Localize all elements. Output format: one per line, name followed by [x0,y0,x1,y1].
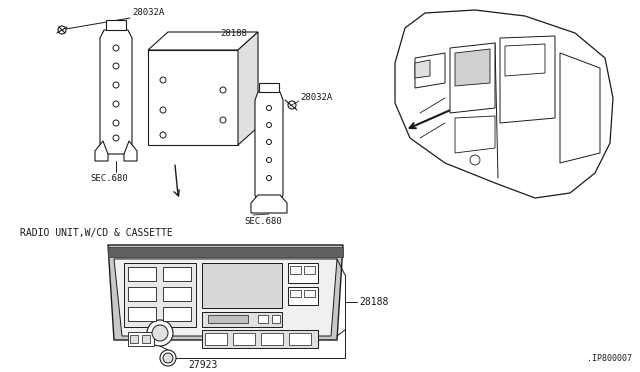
Bar [289,333,311,345]
Circle shape [160,350,176,366]
Polygon shape [148,32,258,50]
Polygon shape [148,50,238,145]
Bar [163,307,191,321]
Text: 28032A: 28032A [300,93,332,103]
Circle shape [147,320,173,346]
Polygon shape [238,32,258,145]
Polygon shape [100,30,132,154]
Polygon shape [95,141,108,161]
Text: SEC.680: SEC.680 [90,174,127,183]
Polygon shape [251,195,287,213]
Polygon shape [106,20,126,30]
Bar [288,263,318,283]
Polygon shape [500,36,555,123]
Bar [288,287,318,305]
Text: 28188: 28188 [220,29,247,38]
Bar [290,290,301,297]
Text: .IP800007: .IP800007 [587,354,632,363]
Polygon shape [259,83,279,92]
Bar [202,263,282,308]
Bar [124,263,196,327]
Polygon shape [450,43,495,113]
Bar [261,333,283,345]
Bar [128,332,154,346]
Bar [290,266,301,274]
Polygon shape [108,245,343,340]
Bar [130,335,138,343]
Polygon shape [415,60,430,78]
Text: 28188: 28188 [359,297,388,307]
Bar [128,267,156,281]
Bar [163,287,191,301]
Polygon shape [505,44,545,76]
Bar [258,315,268,323]
Circle shape [163,353,173,363]
Polygon shape [560,53,600,163]
Bar [202,312,282,327]
Text: 28032A: 28032A [132,8,164,17]
Text: 27923: 27923 [188,360,218,370]
Bar [163,267,191,281]
Bar [128,287,156,301]
Polygon shape [415,53,445,88]
Bar [304,266,315,274]
Circle shape [152,325,168,341]
Text: RADIO UNIT,W/CD & CASSETTE: RADIO UNIT,W/CD & CASSETTE [20,228,173,238]
Bar [208,315,248,323]
Text: SEC.680: SEC.680 [244,217,282,226]
Polygon shape [255,92,283,203]
Bar [304,290,315,297]
Bar [202,330,318,348]
Polygon shape [455,116,495,153]
Polygon shape [108,247,343,257]
Polygon shape [455,49,490,86]
Polygon shape [395,10,613,198]
Polygon shape [114,259,337,336]
Bar [128,307,156,321]
Bar [233,333,255,345]
Polygon shape [124,141,137,161]
Bar [142,335,150,343]
Bar [272,315,280,323]
Bar [205,333,227,345]
